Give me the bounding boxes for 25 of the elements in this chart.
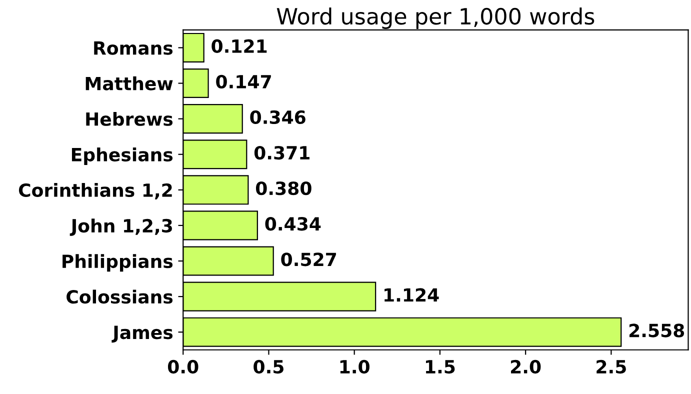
x-tick-label: 1.0 xyxy=(340,360,370,374)
y-tick-label: Corinthians 1,2 xyxy=(18,183,172,200)
data-label: 0.371 xyxy=(254,146,310,160)
data-label: 0.147 xyxy=(216,74,271,89)
y-tick-label: Ephesians xyxy=(72,148,173,165)
y-tick-label: John 1,2,3 xyxy=(70,218,172,236)
y-tick-label: Colossians xyxy=(66,290,173,304)
data-label: 0.346 xyxy=(250,110,306,124)
x-tick-label: 2.0 xyxy=(511,360,541,374)
data-label: 0.380 xyxy=(256,181,312,196)
x-tick-label: 1.5 xyxy=(426,360,455,374)
y-tick-label: Romans xyxy=(94,41,173,55)
y-tick-label: James xyxy=(112,326,173,343)
chart-title: Word usage per 1,000 words xyxy=(276,8,594,30)
y-tick-label: Hebrews xyxy=(86,112,173,126)
x-tick-label: 0.0 xyxy=(168,360,198,374)
data-label: 0.121 xyxy=(212,39,267,53)
data-label: 0.434 xyxy=(265,217,321,231)
y-tick-label: Matthew xyxy=(86,76,173,90)
y-tick-label: Philippians xyxy=(62,254,173,272)
x-tick-label: 2.5 xyxy=(596,360,626,374)
data-label: 1.124 xyxy=(384,288,439,302)
data-label: 2.558 xyxy=(629,324,684,338)
x-tick-label: 0.5 xyxy=(254,360,284,374)
data-label: 0.527 xyxy=(281,252,336,266)
